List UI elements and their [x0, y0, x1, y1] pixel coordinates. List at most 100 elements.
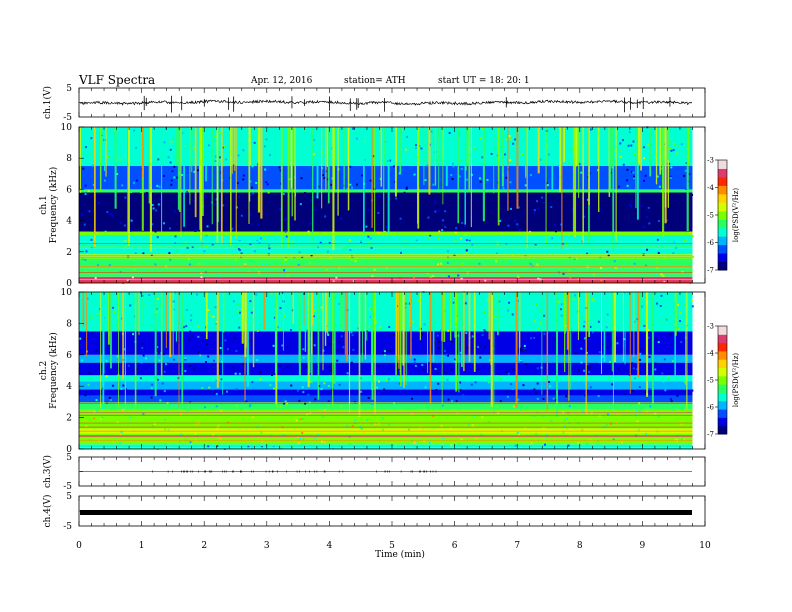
spectrogram-speckle — [680, 341, 683, 344]
spectrogram-speckle — [91, 331, 94, 334]
colorbar-swatch — [718, 253, 727, 263]
colorbar-tick-label: -7 — [707, 431, 714, 439]
spectrogram-speckle — [447, 329, 450, 332]
spectrogram-sferic — [324, 292, 327, 346]
spectrogram-speckle — [354, 401, 357, 404]
spectrogram-speckle — [214, 306, 217, 309]
spectrogram-speckle — [615, 163, 618, 166]
spectrogram-speckle — [238, 239, 241, 242]
spectrogram-speckle — [141, 342, 144, 345]
spectrogram-sferic — [230, 127, 232, 245]
spectrogram-speckle — [580, 361, 583, 364]
spectrogram-speckle — [451, 400, 454, 403]
colorbar-tick-label: -5 — [707, 212, 714, 220]
spectrogram-speckle — [376, 386, 379, 389]
spectrogram-speckle — [147, 236, 150, 239]
spectrogram-speckle — [525, 403, 528, 406]
spectrogram-sferic — [455, 292, 458, 392]
spectrogram-speckle — [108, 396, 111, 399]
spectrogram-speckle — [608, 360, 611, 363]
spectrogram-speckle — [163, 390, 166, 393]
spectrogram-speckle — [339, 337, 342, 340]
spectrogram-speckle — [580, 175, 583, 178]
spectrogram-speckle — [374, 423, 377, 426]
spectrogram-sferic — [127, 127, 129, 232]
spectrogram-speckle — [224, 256, 227, 259]
spectrogram-speckle — [676, 152, 679, 155]
spectrogram-speckle — [460, 438, 463, 441]
spectrogram-speckle — [250, 186, 253, 189]
spectrogram-speckle — [586, 363, 589, 366]
spectrogram-speckle — [478, 335, 481, 338]
spectrogram-speckle — [581, 196, 584, 199]
spectrogram-speckle — [432, 275, 435, 278]
spectrogram-sferic — [154, 292, 157, 397]
spectrogram-speckle — [502, 187, 505, 190]
spectrogram-speckle — [90, 229, 93, 232]
spectrogram-speckle — [155, 420, 158, 423]
spectrogram-speckle — [594, 210, 597, 213]
y-tick-label: 6 — [66, 351, 72, 361]
spectrogram-sferic — [332, 127, 335, 251]
spectrogram-sferic — [685, 292, 686, 385]
spectrogram-speckle — [191, 213, 194, 216]
spectrogram-speckle — [593, 314, 596, 317]
spectrogram-speckle — [269, 384, 272, 387]
spectrogram-speckle — [654, 273, 657, 276]
spectrogram-speckle — [95, 399, 98, 402]
spectrogram-speckle — [539, 158, 542, 161]
spectrogram-speckle — [142, 252, 145, 255]
spectrogram-sferic — [325, 127, 327, 191]
spectrogram-speckle — [285, 402, 288, 405]
spectrogram-speckle — [188, 365, 191, 368]
spectrogram-speckle — [329, 369, 332, 372]
spectrogram-speckle — [154, 263, 157, 266]
spectrogram-speckle — [399, 251, 402, 254]
spectrogram-speckle — [173, 165, 176, 168]
spectrogram-speckle — [150, 387, 153, 390]
spectrogram-speckle — [133, 129, 136, 132]
spectrogram-speckle — [208, 386, 211, 389]
spectrogram-speckle — [79, 216, 82, 219]
spectrogram-speckle — [413, 361, 416, 364]
spectrogram-speckle — [106, 155, 109, 158]
spectrogram-sferic — [291, 127, 293, 217]
spectrogram-speckle — [162, 222, 165, 225]
x-tick-label: 1 — [139, 541, 145, 551]
spectrogram-speckle — [496, 154, 499, 157]
spectrogram-speckle — [606, 332, 609, 335]
spectrogram-speckle — [651, 222, 654, 225]
spectrogram-speckle — [676, 394, 679, 397]
spectrogram-speckle — [85, 250, 88, 253]
spectrogram-speckle — [479, 180, 482, 183]
spectrogram-speckle — [626, 168, 629, 171]
spectrogram-sferic — [364, 292, 367, 360]
spectrogram-speckle — [212, 315, 215, 318]
x-tick-label: 7 — [514, 541, 520, 551]
spectrogram-speckle — [503, 371, 506, 374]
spectrogram-speckle — [623, 146, 626, 149]
spectrogram-speckle — [471, 243, 474, 246]
spectrogram-speckle — [332, 341, 335, 344]
spectrogram-speckle — [352, 348, 355, 351]
spectrogram-speckle — [219, 158, 222, 161]
spectrogram-band — [79, 395, 693, 404]
spectrogram-speckle — [346, 229, 349, 232]
spectrogram-speckle — [668, 162, 671, 165]
spectrogram-speckle — [155, 209, 158, 212]
spectrogram-speckle — [350, 361, 353, 364]
spectrogram-speckle — [256, 163, 259, 166]
spectrogram-speckle — [447, 328, 450, 331]
spectrogram-sferic — [449, 292, 452, 341]
spectrogram-speckle — [393, 402, 396, 405]
spectrogram-speckle — [665, 148, 668, 151]
spectrogram-sferic — [612, 292, 614, 410]
spectrogram-sferic — [551, 127, 554, 191]
spectrogram-band — [79, 381, 693, 390]
spectrogram-speckle — [686, 344, 689, 347]
spectrogram-speckle — [499, 219, 502, 222]
spectrogram-speckle — [285, 256, 288, 259]
spectrogram-speckle — [568, 256, 571, 259]
spectrogram-speckle — [684, 169, 687, 172]
spectrogram-speckle — [174, 235, 177, 238]
